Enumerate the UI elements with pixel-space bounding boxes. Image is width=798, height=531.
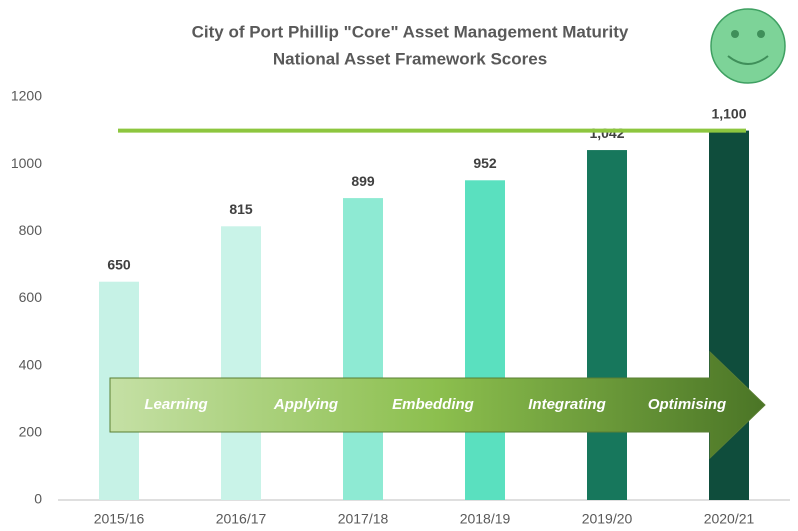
smiley-icon [710,8,786,84]
data-label: 899 [351,173,375,189]
y-tick-label: 1200 [11,88,42,104]
x-tick-label: 2015/16 [94,511,145,527]
stage-label: Integrating [528,396,606,413]
stage-label: Applying [273,396,338,413]
y-tick-label: 600 [19,289,43,305]
stage-label: Optimising [648,396,726,413]
data-label: 650 [107,256,131,272]
data-label: 1,042 [589,125,624,141]
chart-title: City of Port Phillip "Core" Asset Manage… [192,22,629,41]
y-tick-label: 800 [19,222,43,238]
bar [587,150,627,501]
maturity-arrow [109,350,766,460]
data-label: 952 [473,155,497,171]
x-tick-label: 2016/17 [216,511,267,527]
stage-label: Embedding [392,396,474,413]
chart-subtitle: National Asset Framework Scores [273,49,547,68]
y-tick-label: 200 [19,424,43,440]
bar [221,226,261,500]
stage-label: Learning [144,396,207,413]
x-tick-label: 2019/20 [582,511,633,527]
x-tick-label: 2020/21 [704,511,755,527]
x-tick-label: 2018/19 [460,511,511,527]
bar [343,198,383,501]
bar [465,180,505,500]
x-tick-label: 2017/18 [338,511,389,527]
y-tick-label: 0 [34,491,42,507]
data-label: 1,100 [711,105,746,121]
y-tick-label: 400 [19,356,43,372]
data-label: 815 [229,201,253,217]
y-tick-label: 1000 [11,155,42,171]
